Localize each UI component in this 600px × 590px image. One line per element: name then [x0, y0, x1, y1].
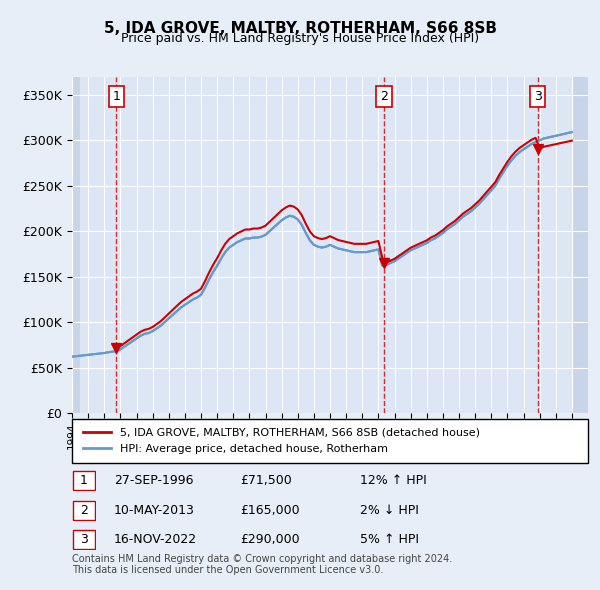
Text: 1: 1 [80, 474, 88, 487]
FancyBboxPatch shape [73, 530, 95, 549]
Bar [72, 77, 80, 413]
Bar [572, 77, 588, 413]
Text: £71,500: £71,500 [240, 474, 292, 487]
Text: 5, IDA GROVE, MALTBY, ROTHERHAM, S66 8SB: 5, IDA GROVE, MALTBY, ROTHERHAM, S66 8SB [104, 21, 497, 35]
Text: £290,000: £290,000 [240, 533, 299, 546]
Text: £165,000: £165,000 [240, 504, 299, 517]
Text: 2% ↓ HPI: 2% ↓ HPI [360, 504, 419, 517]
Legend: 5, IDA GROVE, MALTBY, ROTHERHAM, S66 8SB (detached house), HPI: Average price, d: 5, IDA GROVE, MALTBY, ROTHERHAM, S66 8SB… [77, 422, 485, 460]
Text: 1: 1 [112, 90, 120, 103]
Text: 2: 2 [380, 90, 388, 103]
Text: 3: 3 [80, 533, 88, 546]
Text: 12% ↑ HPI: 12% ↑ HPI [360, 474, 427, 487]
Text: 5% ↑ HPI: 5% ↑ HPI [360, 533, 419, 546]
Text: 16-NOV-2022: 16-NOV-2022 [114, 533, 197, 546]
Text: Price paid vs. HM Land Registry's House Price Index (HPI): Price paid vs. HM Land Registry's House … [121, 32, 479, 45]
Text: 3: 3 [534, 90, 542, 103]
FancyBboxPatch shape [73, 471, 95, 490]
FancyBboxPatch shape [73, 501, 95, 520]
Text: 10-MAY-2013: 10-MAY-2013 [114, 504, 195, 517]
Text: 27-SEP-1996: 27-SEP-1996 [114, 474, 193, 487]
Text: 2: 2 [80, 504, 88, 517]
FancyBboxPatch shape [72, 419, 588, 463]
Text: Contains HM Land Registry data © Crown copyright and database right 2024.
This d: Contains HM Land Registry data © Crown c… [72, 553, 452, 575]
